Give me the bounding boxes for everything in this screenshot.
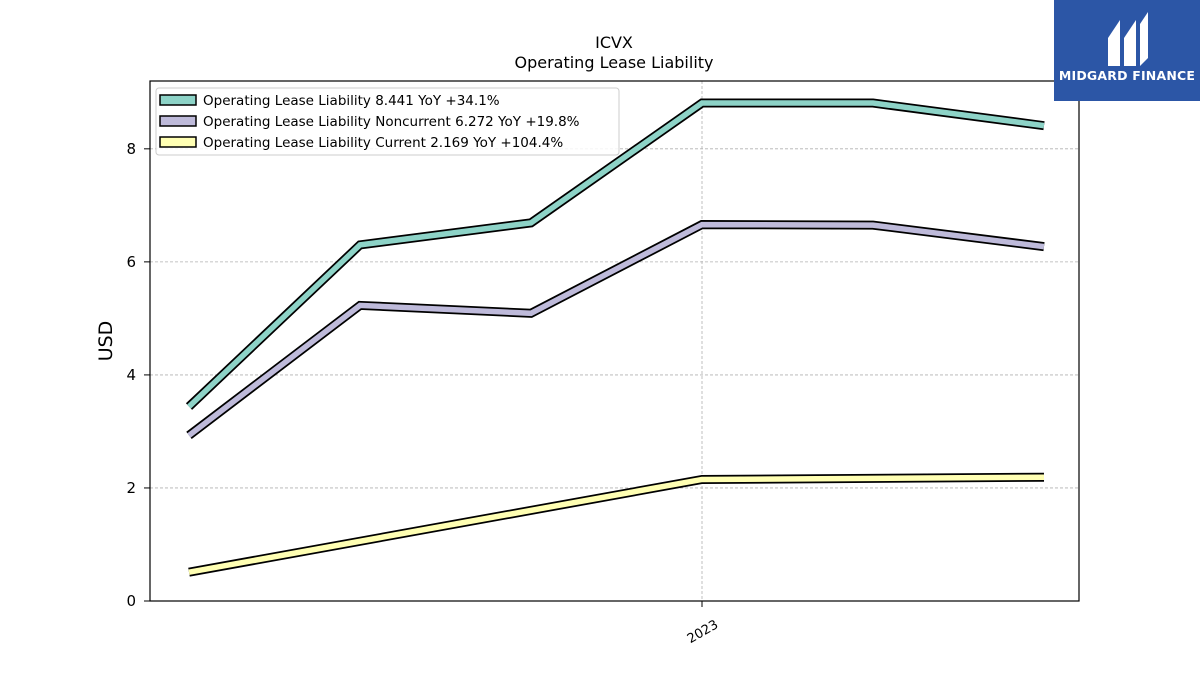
series-line-3 [188,472,1045,577]
legend-label: Operating Lease Liability 8.441 YoY +34.… [203,93,500,109]
y-tick-label: 8 [126,140,136,158]
y-tick-label: 6 [126,253,136,271]
series-fill [188,474,1045,575]
legend-label: Operating Lease Liability Current 2.169 … [203,135,563,151]
grid [150,81,1079,601]
logo-text: MIDGARD FINANCE [1058,68,1196,83]
chart-subtitle: Operating Lease Liability [514,53,713,72]
chart-title: ICVX [595,33,633,52]
legend-label: Operating Lease Liability Noncurrent 6.2… [203,114,580,130]
plot-frame [149,80,1080,602]
y-tick-label: 0 [126,592,136,610]
y-tick-label: 4 [126,366,136,384]
legend-swatch [159,115,197,127]
legend-swatch [159,94,197,106]
x-tick-label: 2023 [685,617,721,647]
legend-box [155,87,620,156]
series-outline [188,472,1045,577]
series-outline [186,220,1045,439]
legend-swatch [159,136,197,148]
series-line-1 [185,98,1045,410]
logo-mark-icon [1108,12,1148,66]
brand-logo: MIDGARD FINANCE [1054,0,1200,101]
legend: Operating Lease Liability 8.441 YoY +34.… [155,87,620,156]
y-axis-label: USD [95,321,117,362]
y-tick-label: 2 [126,479,136,497]
series-fill [187,221,1045,438]
series-fill [187,100,1045,409]
series-layer [185,98,1045,577]
series-line-2 [186,220,1045,439]
